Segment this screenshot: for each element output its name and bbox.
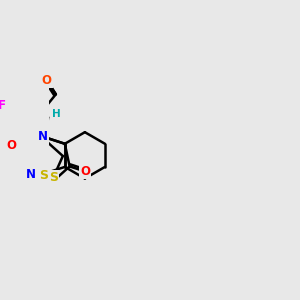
Text: O: O [42, 74, 52, 87]
Text: O: O [80, 165, 90, 178]
Text: S: S [39, 169, 48, 182]
Text: O: O [6, 139, 16, 152]
Text: H: H [52, 109, 61, 119]
Text: F: F [0, 99, 6, 112]
Text: N: N [38, 130, 48, 143]
Text: S: S [49, 171, 58, 184]
Text: N: N [26, 168, 35, 181]
